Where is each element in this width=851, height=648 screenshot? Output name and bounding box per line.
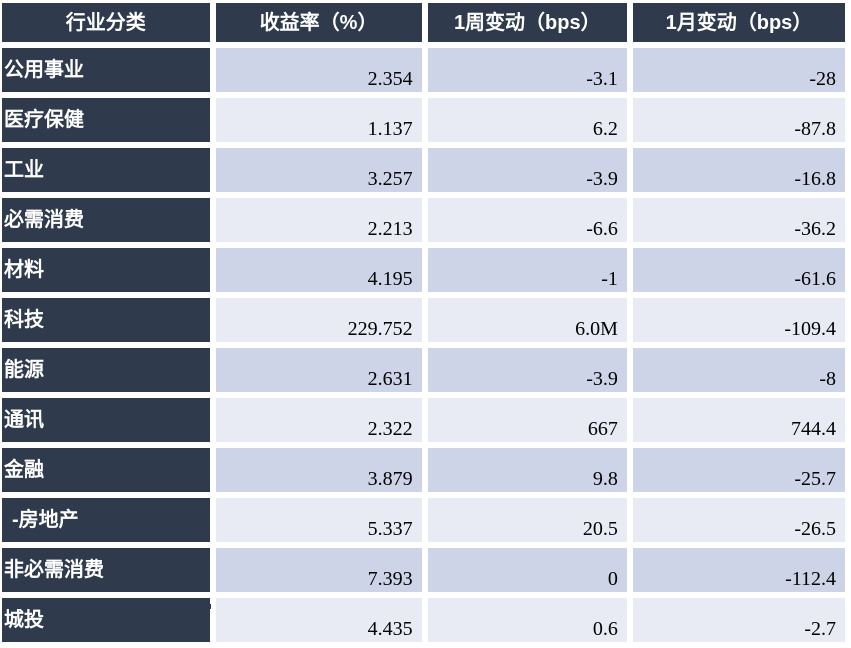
- industry-label: 能源: [2, 348, 210, 392]
- industry-label: 非必需消费: [2, 548, 210, 592]
- industry-label: 公用事业: [2, 48, 210, 92]
- yield-cell: 5.337: [215, 498, 422, 542]
- yield-cell: 1.137: [215, 98, 422, 142]
- week-change-cell: 6.2: [427, 98, 627, 142]
- month-change-cell: -36.2: [632, 198, 845, 242]
- week-change-cell: 0.6: [427, 598, 627, 642]
- industry-label: -房地产: [2, 498, 210, 542]
- yield-cell: 229.752: [215, 298, 422, 342]
- table-header: 行业分类 收益率（%） 1周变动（bps） 1月变动（bps）: [2, 3, 845, 42]
- yield-cell: 3.879: [215, 448, 422, 492]
- header-yield: 收益率（%）: [215, 3, 422, 42]
- table-row: 必需消费 2.213 -6.6 -36.2: [2, 198, 845, 242]
- yield-cell: 7.393: [215, 548, 422, 592]
- yield-cell: 2.631: [215, 348, 422, 392]
- table-row: 非必需消费 7.393 0 -112.4: [2, 548, 845, 592]
- week-change-cell: -1: [427, 248, 627, 292]
- month-change-cell: -25.7: [632, 448, 845, 492]
- month-change-cell: -112.4: [632, 548, 845, 592]
- month-change-cell: -87.8: [632, 98, 845, 142]
- industry-label: 金融: [2, 448, 210, 492]
- week-change-cell: 6.0M: [427, 298, 627, 342]
- month-change-cell: -16.8: [632, 148, 845, 192]
- industry-label: 材料: [2, 248, 210, 292]
- industry-label: 工业: [2, 148, 210, 192]
- table-body: 公用事业 2.354 -3.1 -28 医疗保健 1.137 6.2 -87.8 工业 3.257…: [2, 48, 845, 642]
- table-row: 材料 4.195 -1 -61.6: [2, 248, 845, 292]
- month-change-cell: -26.5: [632, 498, 845, 542]
- partial-next-row: [2, 604, 211, 609]
- yield-cell: 2.213: [215, 198, 422, 242]
- week-change-cell: 0: [427, 548, 627, 592]
- week-change-cell: -3.9: [427, 348, 627, 392]
- table-row: 医疗保健 1.137 6.2 -87.8: [2, 98, 845, 142]
- header-week-change: 1周变动（bps）: [427, 3, 627, 42]
- table-row: 通讯 2.322 667 744.4: [2, 398, 845, 442]
- table-row: -房地产 5.337 20.5 -26.5: [2, 498, 845, 542]
- header-month-change: 1月变动（bps）: [632, 3, 845, 42]
- table-row: 公用事业 2.354 -3.1 -28: [2, 48, 845, 92]
- week-change-cell: 20.5: [427, 498, 627, 542]
- yield-cell: 2.354: [215, 48, 422, 92]
- month-change-cell: -2.7: [632, 598, 845, 642]
- table-row: 工业 3.257 -3.9 -16.8: [2, 148, 845, 192]
- month-change-cell: -61.6: [632, 248, 845, 292]
- industry-label: 通讯: [2, 398, 210, 442]
- month-change-cell: -109.4: [632, 298, 845, 342]
- week-change-cell: 667: [427, 398, 627, 442]
- month-change-cell: -28: [632, 48, 845, 92]
- yield-cell: 2.322: [215, 398, 422, 442]
- industry-label: 科技: [2, 298, 210, 342]
- industry-label: 必需消费: [2, 198, 210, 242]
- month-change-cell: 744.4: [632, 398, 845, 442]
- month-change-cell: -8: [632, 348, 845, 392]
- table-row: 科技 229.752 6.0M -109.4: [2, 298, 845, 342]
- table-row: 能源 2.631 -3.9 -8: [2, 348, 845, 392]
- header-industry: 行业分类: [2, 3, 210, 42]
- yield-cell: 4.195: [215, 248, 422, 292]
- week-change-cell: -3.1: [427, 48, 627, 92]
- week-change-cell: -6.6: [427, 198, 627, 242]
- table-row: 金融 3.879 9.8 -25.7: [2, 448, 845, 492]
- week-change-cell: 9.8: [427, 448, 627, 492]
- yield-cell: 3.257: [215, 148, 422, 192]
- industry-label: 医疗保健: [2, 98, 210, 142]
- week-change-cell: -3.9: [427, 148, 627, 192]
- yield-cell: 4.435: [215, 598, 422, 642]
- header-row: 行业分类 收益率（%） 1周变动（bps） 1月变动（bps）: [2, 3, 845, 42]
